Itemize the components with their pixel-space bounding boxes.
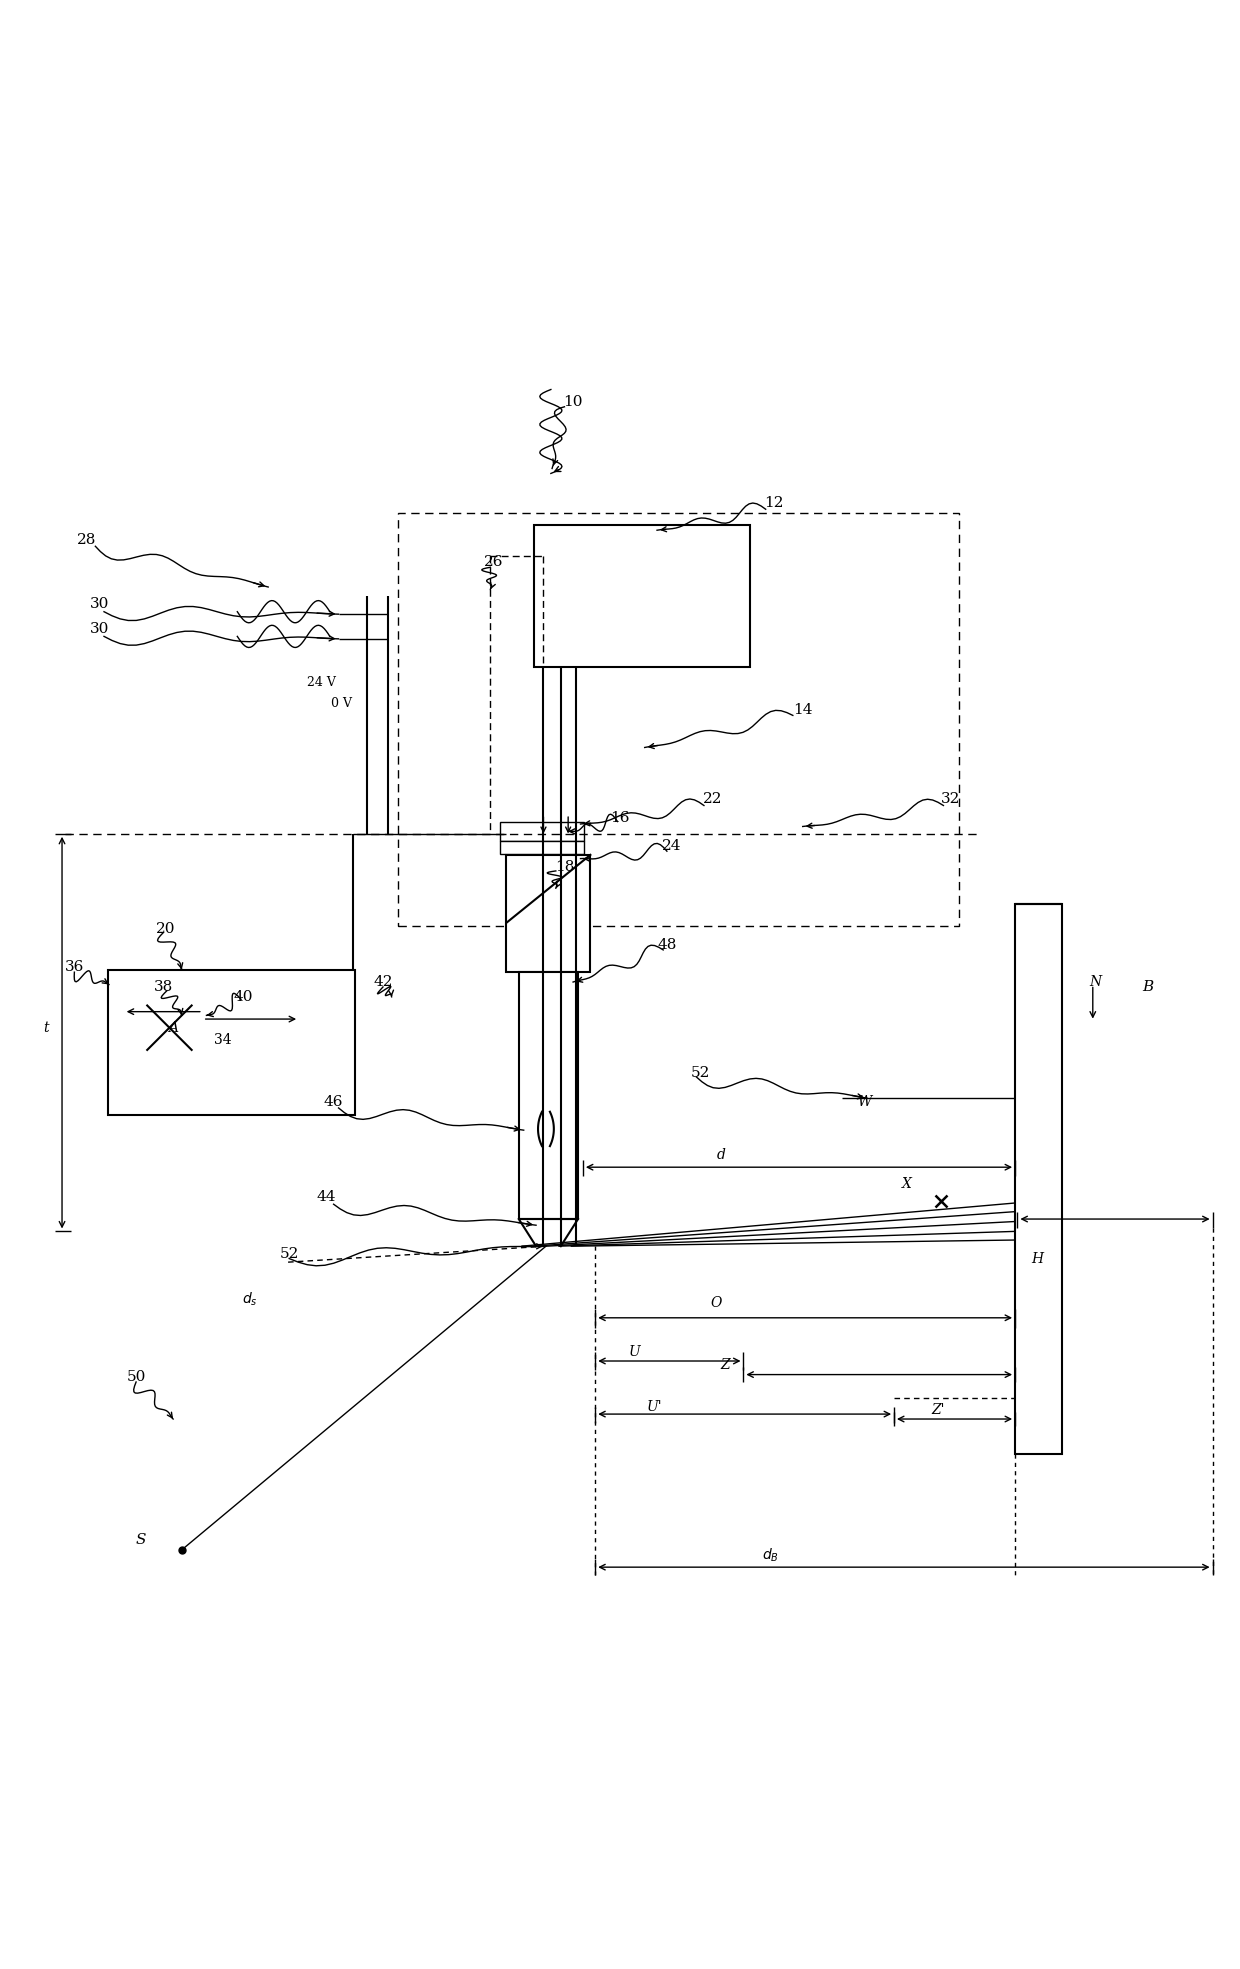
Text: 16: 16 (610, 811, 630, 825)
Text: t: t (43, 1020, 48, 1034)
Bar (518, 973, 578, 1219)
Bar (398, 514, 960, 927)
Bar (500, 841, 584, 855)
Text: H: H (1032, 1252, 1043, 1266)
Text: 40: 40 (234, 990, 253, 1004)
Text: 38: 38 (154, 981, 172, 994)
Text: A: A (169, 1020, 179, 1034)
Text: 24: 24 (662, 839, 682, 853)
Text: 52: 52 (691, 1067, 711, 1081)
Bar (506, 855, 590, 973)
Text: 44: 44 (316, 1189, 336, 1203)
Bar (500, 821, 584, 841)
Text: 24 V: 24 V (308, 675, 336, 689)
Text: $d_B$: $d_B$ (763, 1546, 779, 1563)
Text: 22: 22 (703, 792, 723, 807)
Text: Z: Z (720, 1359, 730, 1372)
Text: U': U' (647, 1400, 662, 1414)
Text: 26: 26 (485, 555, 503, 569)
Text: 18: 18 (554, 860, 574, 874)
Text: Z': Z' (931, 1404, 945, 1418)
Bar (533, 526, 750, 667)
Text: X: X (901, 1177, 911, 1191)
Bar (1016, 904, 1061, 1453)
Text: 10: 10 (563, 396, 583, 410)
Text: 14: 14 (792, 703, 812, 717)
Text: 36: 36 (64, 961, 84, 975)
Text: N: N (1089, 975, 1101, 988)
Text: U: U (629, 1345, 641, 1359)
Text: 30: 30 (89, 622, 109, 636)
Text: 30: 30 (89, 597, 109, 610)
Text: 34: 34 (213, 1034, 232, 1048)
Text: 50: 50 (126, 1370, 146, 1384)
Bar (108, 969, 355, 1114)
Text: O: O (711, 1296, 722, 1309)
Text: 48: 48 (657, 937, 677, 951)
Text: $d_s$: $d_s$ (242, 1290, 258, 1307)
Text: W: W (857, 1095, 872, 1109)
Text: 32: 32 (941, 792, 961, 807)
Text: B: B (1143, 981, 1154, 994)
Text: 12: 12 (765, 496, 784, 510)
Text: 42: 42 (373, 975, 393, 988)
Text: 20: 20 (156, 921, 176, 935)
Text: 46: 46 (324, 1095, 343, 1109)
Text: 52: 52 (279, 1246, 299, 1260)
Text: 28: 28 (77, 534, 97, 547)
Text: d: d (717, 1148, 725, 1162)
Text: 0 V: 0 V (331, 697, 352, 709)
Text: S: S (136, 1534, 146, 1548)
